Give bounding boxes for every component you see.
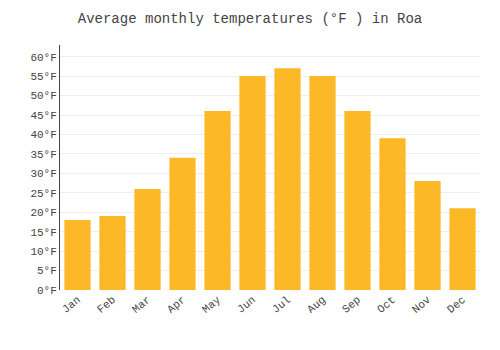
svg-text:Nov: Nov bbox=[410, 294, 433, 316]
svg-text:Feb: Feb bbox=[95, 294, 118, 316]
svg-text:May: May bbox=[200, 294, 223, 316]
svg-text:50°F: 50°F bbox=[30, 90, 56, 102]
svg-text:Jul: Jul bbox=[270, 294, 293, 316]
svg-text:0°F: 0°F bbox=[37, 285, 57, 297]
svg-text:Mar: Mar bbox=[130, 294, 153, 316]
svg-text:35°F: 35°F bbox=[30, 149, 56, 161]
svg-text:Apr: Apr bbox=[165, 294, 188, 316]
svg-text:55°F: 55°F bbox=[30, 71, 56, 83]
svg-text:Aug: Aug bbox=[305, 294, 328, 316]
svg-text:Jan: Jan bbox=[60, 294, 83, 316]
svg-text:Sep: Sep bbox=[340, 294, 363, 316]
svg-text:20°F: 20°F bbox=[30, 207, 56, 219]
svg-text:10°F: 10°F bbox=[30, 246, 56, 258]
svg-text:40°F: 40°F bbox=[30, 129, 56, 141]
svg-text:Oct: Oct bbox=[375, 294, 398, 316]
svg-text:60°F: 60°F bbox=[30, 52, 56, 64]
svg-text:Dec: Dec bbox=[445, 294, 468, 316]
svg-text:30°F: 30°F bbox=[30, 168, 56, 180]
svg-text:45°F: 45°F bbox=[30, 110, 56, 122]
svg-text:Average monthly temperatures (: Average monthly temperatures (°F ) in Ro… bbox=[78, 11, 422, 27]
svg-text:Jun: Jun bbox=[235, 294, 258, 316]
svg-text:5°F: 5°F bbox=[37, 265, 57, 277]
svg-text:15°F: 15°F bbox=[30, 227, 56, 239]
svg-text:25°F: 25°F bbox=[30, 188, 56, 200]
